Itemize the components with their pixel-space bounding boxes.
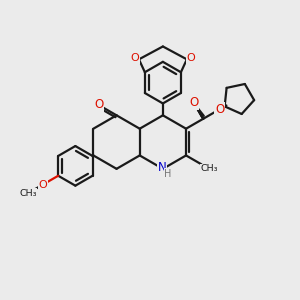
Text: CH₃: CH₃ (20, 189, 37, 198)
Text: O: O (94, 98, 103, 111)
Text: O: O (186, 53, 195, 63)
Text: H: H (164, 169, 172, 179)
Text: O: O (38, 180, 47, 190)
Text: N: N (158, 161, 166, 174)
Text: CH₃: CH₃ (200, 164, 218, 173)
Text: O: O (189, 96, 198, 109)
Text: O: O (130, 53, 139, 63)
Text: O: O (215, 103, 224, 116)
